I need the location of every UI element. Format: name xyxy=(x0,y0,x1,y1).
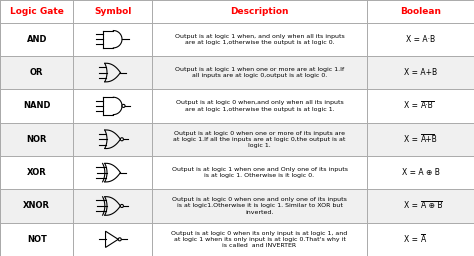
Text: A+B: A+B xyxy=(421,135,438,144)
Text: A: A xyxy=(421,235,426,244)
Circle shape xyxy=(118,238,121,241)
Text: Output is at logic 0 when one and only one of its inputs
is at logic1.Otherwise : Output is at logic 0 when one and only o… xyxy=(172,197,347,215)
Text: NOR: NOR xyxy=(27,135,47,144)
Bar xyxy=(0,89,474,123)
Text: Output is at logic 0 when,and only when all its inputs
are at logic 1,otherwise : Output is at logic 0 when,and only when … xyxy=(176,100,343,112)
Circle shape xyxy=(120,205,123,207)
Text: OR: OR xyxy=(30,68,44,77)
Bar xyxy=(0,23,474,56)
Text: Output is at logic 0 when one or more of its inputs are
at logic 1.If all the in: Output is at logic 0 when one or more of… xyxy=(173,131,346,148)
Bar xyxy=(0,123,474,156)
Text: X =: X = xyxy=(404,101,421,110)
Text: A·B: A·B xyxy=(421,101,433,110)
Bar xyxy=(0,223,474,256)
Text: Description: Description xyxy=(230,7,289,16)
Text: Logic Gate: Logic Gate xyxy=(10,7,64,16)
Text: AND: AND xyxy=(27,35,47,44)
Text: XNOR: XNOR xyxy=(23,201,50,210)
Text: XOR: XOR xyxy=(27,168,46,177)
Text: Boolean: Boolean xyxy=(400,7,441,16)
Bar xyxy=(0,189,474,223)
Text: X = A+B: X = A+B xyxy=(404,68,437,77)
Text: NAND: NAND xyxy=(23,101,51,110)
Bar xyxy=(0,156,474,189)
Text: A ⊕ B: A ⊕ B xyxy=(421,201,442,210)
Bar xyxy=(0,0,474,23)
Text: X = A ⊕ B: X = A ⊕ B xyxy=(402,168,439,177)
Text: Symbol: Symbol xyxy=(94,7,131,16)
Text: Output is at logic 1 when, and only when all its inputs
are at logic 1,otherwise: Output is at logic 1 when, and only when… xyxy=(174,34,345,45)
Text: Output is at logic 1 when one and Only one of its inputs
is at logic 1. Otherwis: Output is at logic 1 when one and Only o… xyxy=(172,167,347,178)
Text: X =: X = xyxy=(404,201,421,210)
Circle shape xyxy=(122,104,125,108)
Text: X =: X = xyxy=(404,235,421,244)
Circle shape xyxy=(120,138,123,141)
Text: X = A·B: X = A·B xyxy=(406,35,435,44)
Text: Output is at logic 0 when its only input is at logic 1, and
at logic 1 when its : Output is at logic 0 when its only input… xyxy=(172,231,347,248)
Text: Output is at logic 1 when one or more are at logic 1.If
all inputs are at logic : Output is at logic 1 when one or more ar… xyxy=(175,67,344,78)
Text: NOT: NOT xyxy=(27,235,46,244)
Bar xyxy=(0,56,474,89)
Text: X =: X = xyxy=(404,135,421,144)
